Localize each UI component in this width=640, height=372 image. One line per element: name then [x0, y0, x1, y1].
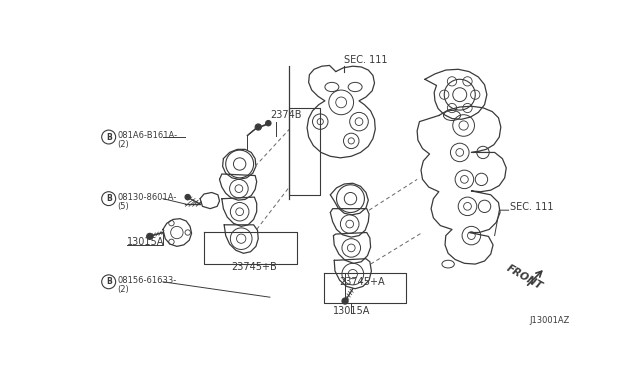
Text: (5): (5)	[117, 202, 129, 211]
Text: (2): (2)	[117, 140, 129, 149]
Text: J13001AZ: J13001AZ	[529, 316, 570, 326]
Circle shape	[342, 298, 348, 304]
Circle shape	[185, 195, 191, 200]
Text: (2): (2)	[117, 285, 129, 294]
Text: SEC. 111: SEC. 111	[510, 202, 554, 212]
Circle shape	[147, 233, 153, 240]
Text: B: B	[106, 132, 111, 141]
Text: B: B	[106, 277, 111, 286]
Text: SEC. 111: SEC. 111	[344, 55, 387, 65]
Circle shape	[255, 124, 261, 130]
Text: 13015A: 13015A	[127, 237, 164, 247]
Text: 23745+B: 23745+B	[231, 262, 277, 272]
Text: 08130-8601A-: 08130-8601A-	[117, 193, 177, 202]
Text: 23745+A: 23745+A	[340, 277, 385, 287]
Text: 08156-61633-: 08156-61633-	[117, 276, 177, 285]
Text: B: B	[106, 194, 111, 203]
Text: 081A6-B161A-: 081A6-B161A-	[117, 131, 177, 140]
Circle shape	[266, 121, 271, 126]
Text: 13015A: 13015A	[333, 306, 371, 316]
Text: FRONT: FRONT	[505, 263, 544, 292]
Text: 2374B: 2374B	[270, 110, 301, 120]
